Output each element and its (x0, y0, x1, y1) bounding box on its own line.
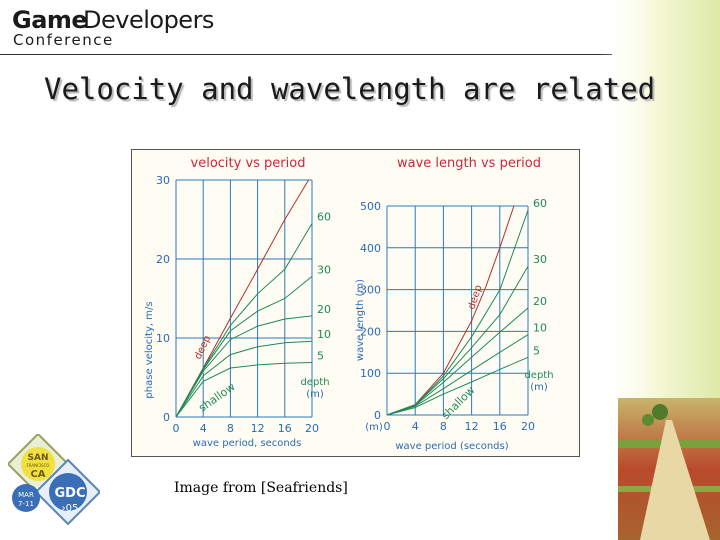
chart2-y-tick-label: 200 (360, 325, 381, 338)
image-caption: Image from [Seafriends] (174, 480, 348, 496)
chart1-y-tick-label: 0 (163, 411, 170, 424)
chart1-y-tick-label: 20 (156, 253, 170, 266)
chart2-origin-unit-label: (m) (365, 422, 383, 433)
chart1-series-line-10 (175, 340, 313, 418)
chart1-x-tick-label: 20 (305, 422, 319, 435)
badge-city-line2: FRANCISCO (26, 463, 49, 468)
chart2-x-axis-label: wave period (seconds) (395, 441, 508, 452)
badge-year: ›05 (62, 503, 79, 514)
chart2-series-label-30: 30 (533, 253, 547, 266)
chart1-depth-label: depth (300, 377, 329, 388)
chart2-y-tick-label: 400 (360, 242, 381, 255)
badge-city-line1: SAN (28, 453, 49, 463)
chart1-shallow-annotation: shallow (196, 380, 237, 414)
chart1-y-tick-label: 30 (156, 174, 170, 187)
chart1-title: velocity vs period (191, 156, 306, 171)
chart2-series-line-30 (386, 265, 529, 416)
chart2-x-tick-label: 0 (384, 420, 391, 433)
chart2-series-line-5 (386, 356, 529, 416)
chart1-series-label-30: 30 (317, 263, 331, 276)
chart1-series-label-60: 60 (317, 210, 331, 223)
logo-developers-text: Developers (83, 6, 214, 34)
chart2-series-label-5: 5 (533, 344, 540, 357)
chart2-series-label-20: 20 (533, 295, 547, 308)
chart2-series-line-60 (386, 210, 529, 416)
chart2-title: wave length vs period (397, 156, 541, 171)
chart1-x-tick-label: 0 (173, 422, 180, 435)
chart2-series-label-10: 10 (533, 322, 547, 335)
chart1-series-line-30 (175, 276, 313, 418)
header-divider (0, 54, 612, 55)
chart2-y-tick-label: 100 (360, 367, 381, 380)
badge-state: CA (30, 469, 45, 480)
logo-game-text: Game (12, 6, 88, 34)
chart2-x-tick-label: 16 (493, 420, 507, 433)
header: Game Developers Conference (0, 0, 720, 54)
chart2-x-tick-label: 4 (412, 420, 419, 433)
landscape-road-decoration (600, 0, 720, 540)
chart2-depth-label: depth (524, 370, 553, 381)
chart2-series-line-10 (386, 334, 529, 416)
chart1-series-label-20: 20 (317, 303, 331, 316)
badge-month: MAR (18, 491, 34, 499)
chart1-x-tick-label: 16 (278, 422, 292, 435)
chart2-x-tick-label: 20 (521, 420, 535, 433)
chart1-series-label-10: 10 (317, 328, 331, 341)
chart2-y-tick-label: 500 (360, 200, 381, 213)
chart1-y-tick-label: 10 (156, 332, 170, 345)
chart1-x-tick-label: 12 (251, 422, 265, 435)
chart1-series-line-60 (175, 223, 313, 418)
chart2-y-tick-label: 300 (360, 284, 381, 297)
chart1-series-line-20 (175, 315, 313, 418)
slide-title: Velocity and wavelength are related (44, 72, 656, 106)
chart1-x-tick-label: 4 (200, 422, 207, 435)
chart1-series-line-5 (175, 362, 313, 418)
chart2-x-tick-label: 12 (465, 420, 479, 433)
chart2-depth-unit-label: (m) (530, 382, 548, 393)
chart1-series-label-5: 5 (317, 349, 324, 362)
logo-conference-text: Conference (13, 31, 114, 49)
chart1-x-tick-label: 8 (227, 422, 234, 435)
chart2-y-tick-label: 0 (374, 409, 381, 422)
chart1-depth-unit-label: (m) (306, 389, 324, 400)
badge-dates: 7-11 (18, 500, 34, 508)
chart-figure: 0 4 8 12 16 20 0 10 20 30 velocity vs period wave p… (131, 149, 580, 457)
gdc-logo-badge: SAN FRANCISCO CA MAR 7-11 GDC ›05 (8, 434, 100, 526)
chart2-series-label-60: 60 (533, 197, 547, 210)
chart1-y-axis-label: phase velocity, m/s (144, 301, 155, 398)
chart2-series-line-20 (386, 307, 529, 416)
chart1-x-axis-label: wave period, seconds (193, 438, 302, 449)
chart2-y-axis-label: wave length (m) (355, 279, 366, 361)
chart2-x-tick-label: 8 (440, 420, 447, 433)
badge-brand: GDC (54, 486, 85, 501)
